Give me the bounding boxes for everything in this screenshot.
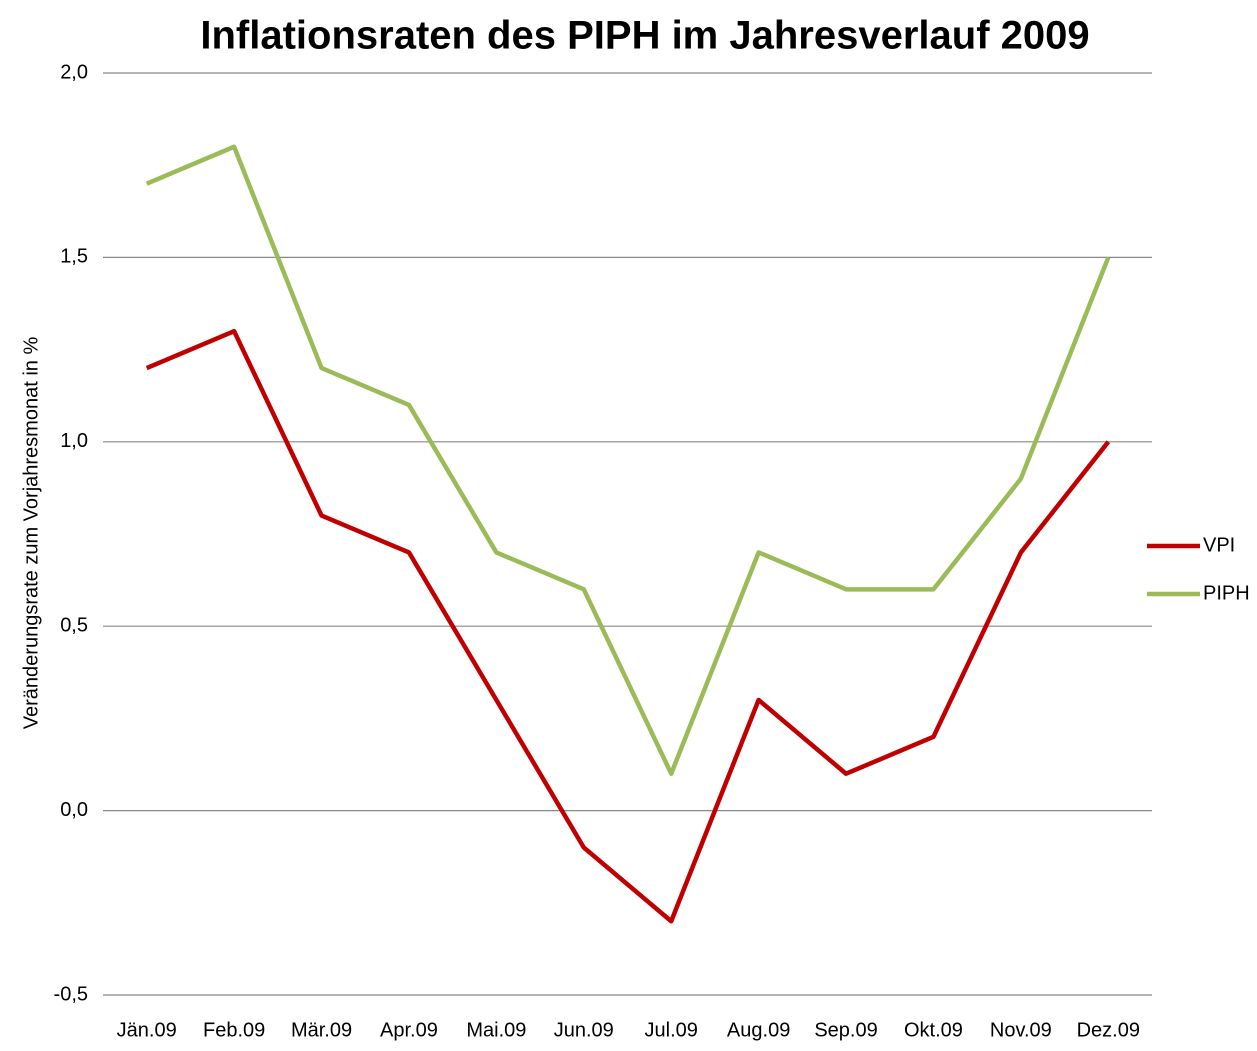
x-tick-label: Nov.09 [990,1019,1052,1041]
x-tick-label: Okt.09 [904,1019,963,1041]
x-tick-label: Dez.09 [1077,1019,1140,1041]
x-tick-label: Feb.09 [203,1019,265,1041]
legend-label: PIPH [1203,582,1250,604]
y-tick-label: 1,5 [60,246,88,268]
y-tick-label: -0,5 [54,983,88,1005]
legend-label: VPI [1203,534,1235,556]
x-tick-label: Apr.09 [380,1019,438,1041]
x-tick-label: Jul.09 [645,1019,698,1041]
y-axis-label: Veränderungsrate zum Vorjahresmonat in % [20,337,42,730]
x-tick-label: Sep.09 [814,1019,877,1041]
y-tick-label: 1,0 [60,430,88,452]
x-tick-label: Jän.09 [117,1019,177,1041]
line-series [145,144,1111,776]
x-tick-label: Mai.09 [466,1019,526,1041]
y-tick-label: 2,0 [60,61,88,83]
chart-title: Inflationsraten des PIPH im Jahresverlau… [200,14,1089,58]
y-tick-label: 0,5 [60,614,88,636]
y-tick-label: 0,0 [60,799,88,821]
x-tick-label: Jun.09 [554,1019,614,1041]
x-tick-label: Aug.09 [727,1019,790,1041]
line-series [145,328,1111,924]
x-tick-label: Mär.09 [291,1019,352,1041]
